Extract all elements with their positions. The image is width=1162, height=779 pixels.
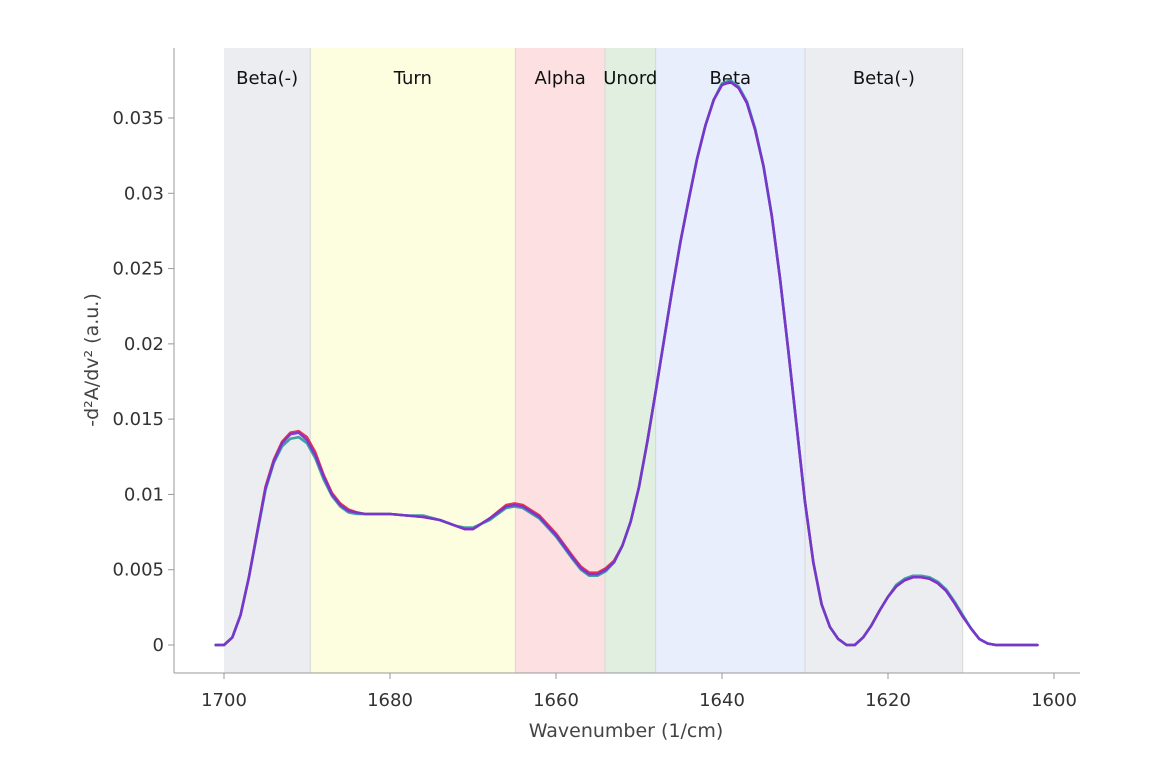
- x-axis-ticks: 1700 1680 1660 1640 1620 1600: [201, 673, 1077, 711]
- y-tick-label: 0.03: [124, 183, 164, 204]
- series-lines: [214, 79, 1039, 647]
- region-band: [515, 48, 605, 673]
- region-label: Turn: [393, 68, 432, 89]
- region-band: [655, 48, 805, 673]
- region-bands: [224, 48, 964, 673]
- axes: [173, 48, 1080, 674]
- x-axis-title: Wavenumber (1/cm): [529, 720, 724, 742]
- x-tick-label: 1620: [865, 690, 911, 711]
- x-tick-label: 1700: [201, 690, 247, 711]
- y-tick-label: 0.035: [112, 108, 164, 129]
- region-label: Beta(-): [236, 68, 298, 89]
- y-tick-label: 0.01: [124, 484, 164, 505]
- series-line: [214, 80, 1039, 647]
- x-tick-label: 1680: [367, 690, 413, 711]
- y-tick-label: 0.015: [112, 409, 164, 430]
- region-label: Alpha: [535, 68, 586, 89]
- region-label: Beta(-): [853, 68, 915, 89]
- x-tick-label: 1660: [533, 690, 579, 711]
- region-label: Unord: [603, 68, 657, 89]
- region-band: [805, 48, 963, 673]
- y-axis-ticks: 0 0.005 0.01 0.015 0.02 0.025 0.03 0.035: [112, 108, 174, 656]
- x-tick-label: 1640: [699, 690, 745, 711]
- y-tick-label: 0.02: [124, 334, 164, 355]
- region-band: [604, 48, 656, 673]
- region-labels: Beta(-) Turn Alpha Unord Beta Beta(-): [236, 68, 915, 89]
- y-tick-label: 0.025: [112, 259, 164, 280]
- region-label: Beta: [710, 68, 752, 89]
- y-axis-title: -d²A/dv² (a.u.): [81, 293, 103, 426]
- y-tick-label: 0.005: [112, 560, 164, 581]
- x-tick-label: 1600: [1031, 690, 1077, 711]
- y-tick-label: 0: [153, 635, 164, 656]
- region-band: [310, 48, 516, 673]
- region-band: [224, 48, 311, 673]
